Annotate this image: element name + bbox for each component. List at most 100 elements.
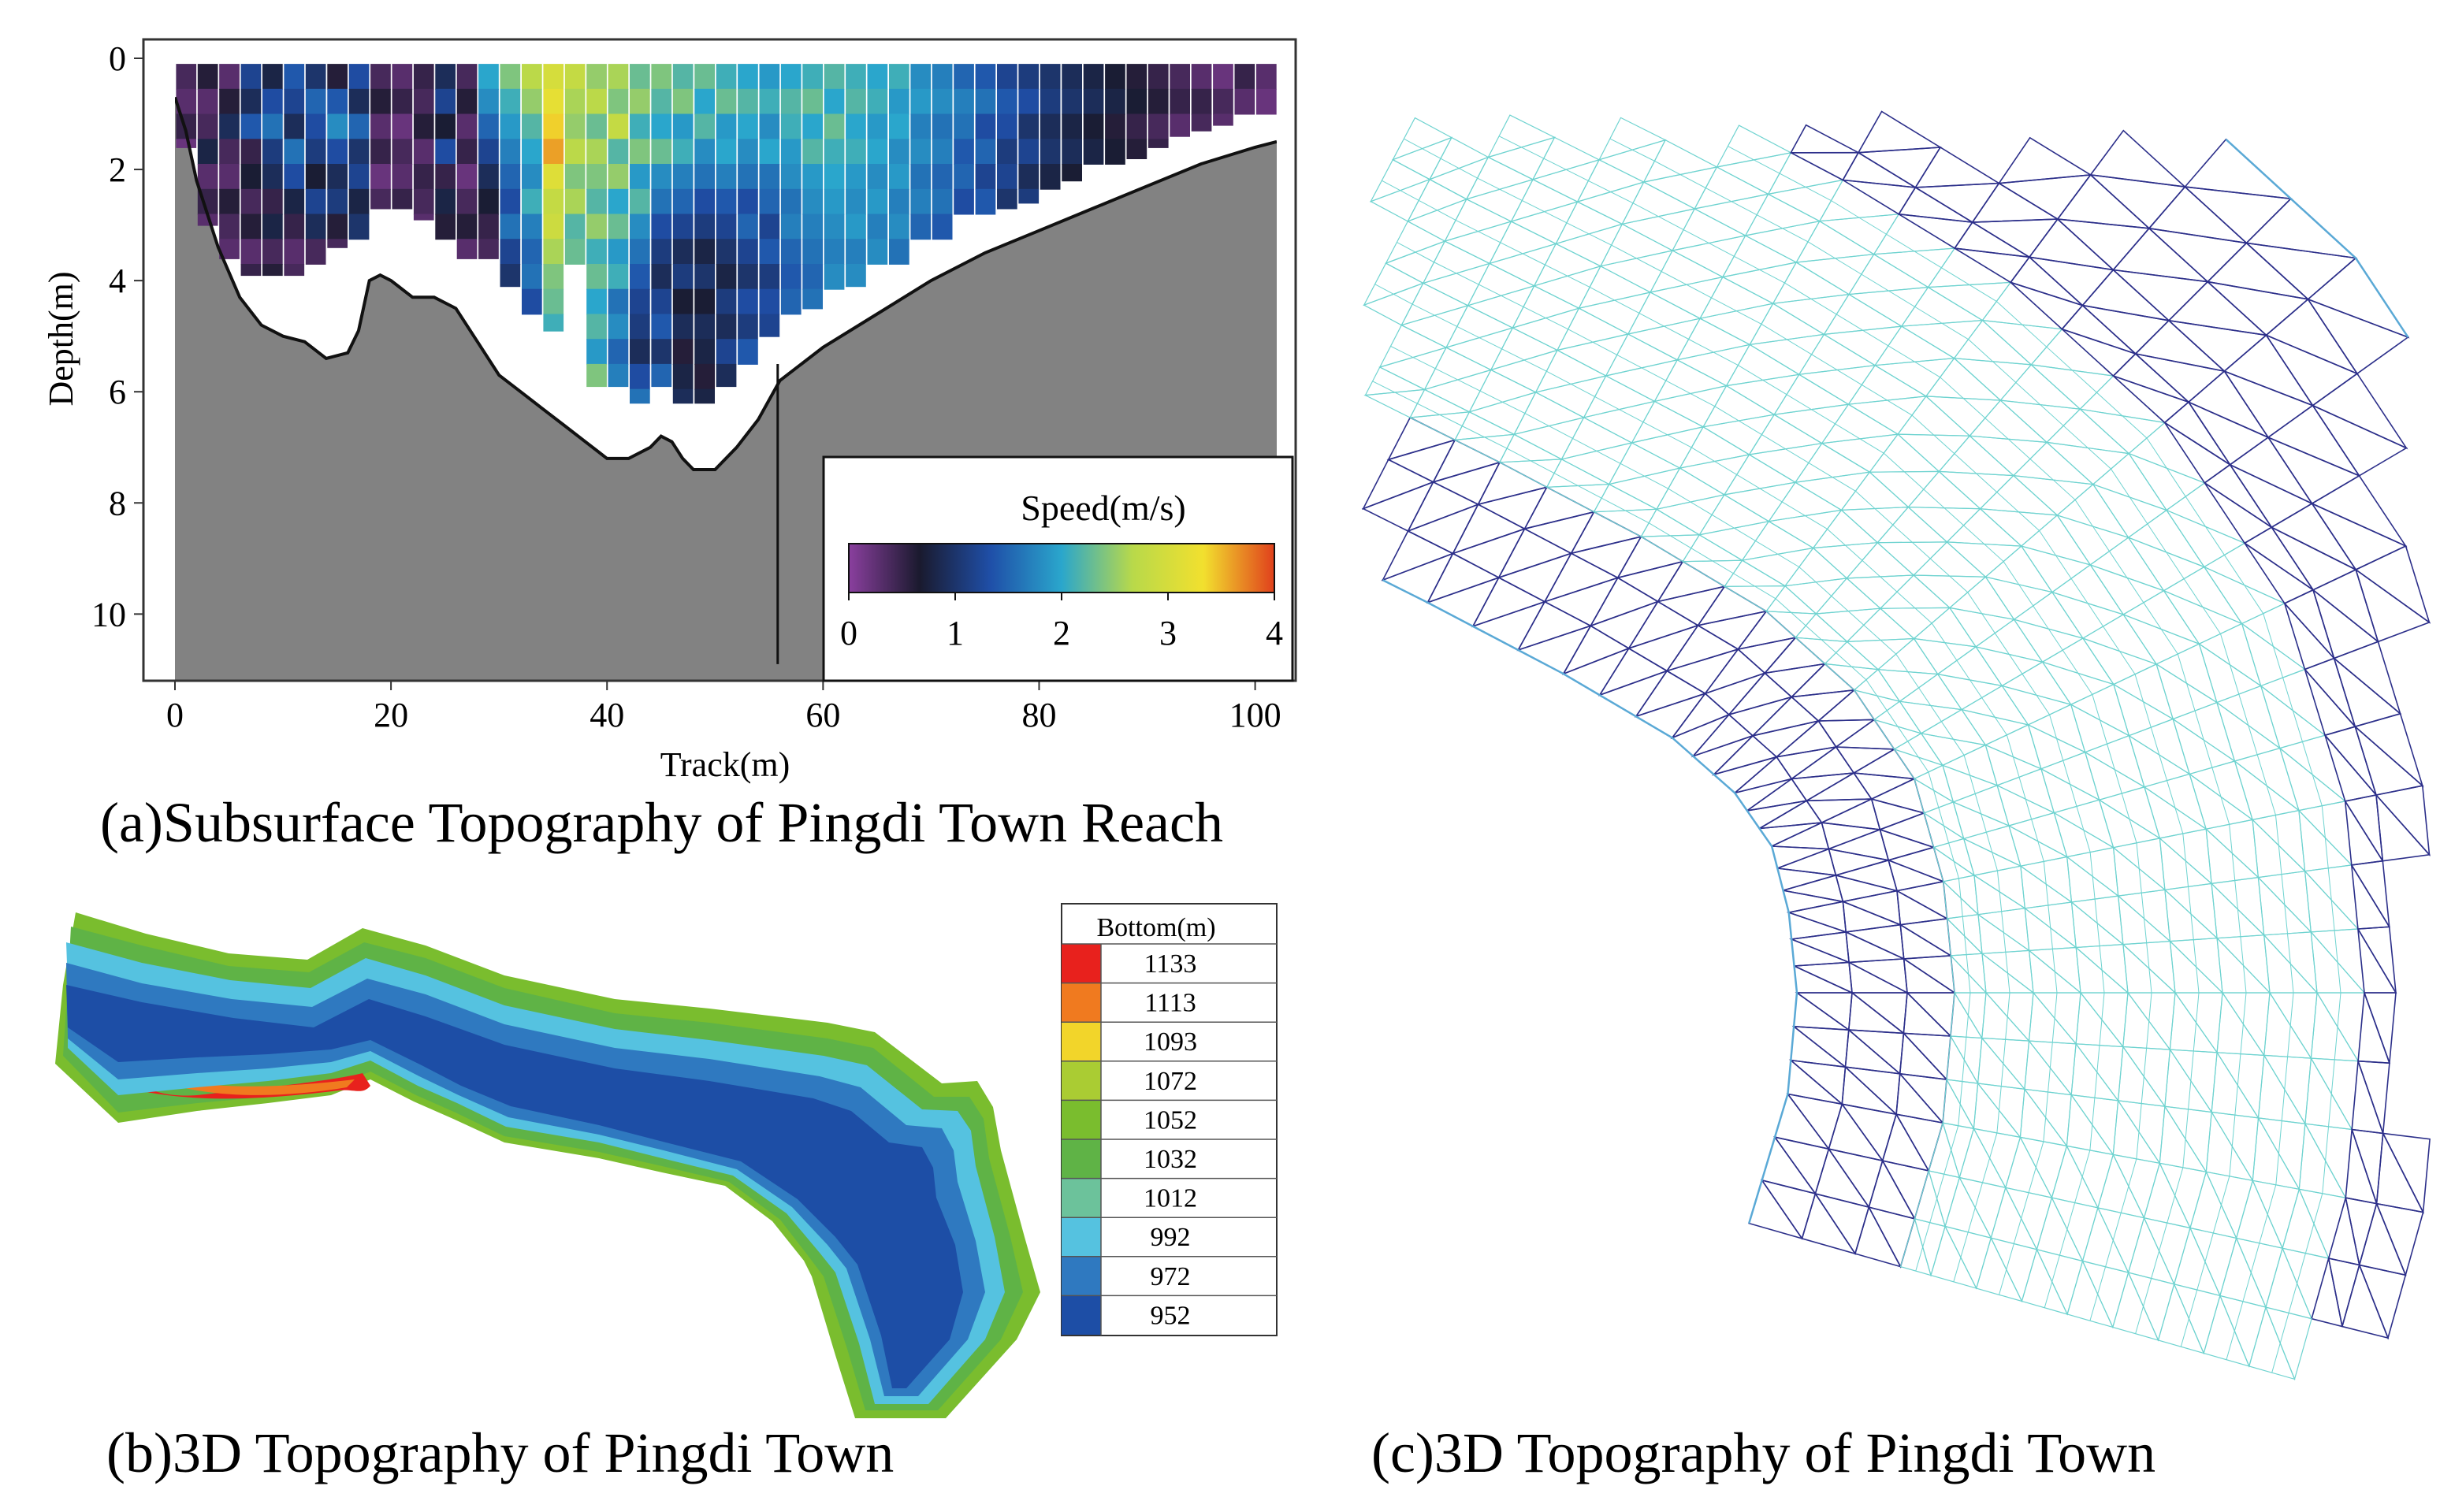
mesh-element	[2310, 474, 2408, 548]
mesh-element	[1426, 576, 1501, 627]
mesh-element	[1952, 801, 2010, 840]
speed-cell	[846, 64, 866, 90]
speed-cell	[1062, 64, 1082, 90]
mesh-element	[2112, 1271, 2159, 1341]
speed-cell	[456, 88, 478, 115]
mesh-refinement-line	[2281, 1057, 2289, 1121]
mesh-refinement-line	[2234, 880, 2241, 937]
speed-cell	[305, 88, 326, 115]
mesh-element	[1895, 880, 1948, 920]
mesh-refinement-line	[2076, 806, 2091, 853]
mesh-element	[1941, 744, 1999, 786]
legend-title: Bottom(m)	[1096, 913, 1215, 942]
mesh-element	[2203, 542, 2286, 605]
speed-cell	[608, 113, 629, 140]
speed-cell	[197, 64, 218, 90]
speed-cell	[608, 363, 629, 388]
mesh-element	[2215, 701, 2282, 762]
mesh-element	[2075, 991, 2125, 1048]
speed-cell	[240, 214, 262, 240]
mesh-refinement-line	[1929, 1174, 1945, 1223]
mesh-refinement-line	[1611, 244, 1662, 272]
speed-cell	[478, 64, 499, 90]
mesh-element	[1444, 198, 1513, 243]
deep-channel-zone	[66, 985, 963, 1388]
legend-swatch	[1062, 1061, 1101, 1101]
mesh-element	[1467, 262, 1536, 306]
mesh-element	[1820, 433, 1899, 473]
x-tick-label: 100	[1229, 696, 1281, 734]
mesh-element	[2080, 304, 2170, 355]
mesh-element	[1962, 838, 2022, 876]
mesh-element	[2127, 452, 2206, 511]
mesh-element	[1950, 991, 1983, 1039]
mesh-element	[1845, 574, 1915, 610]
speed-cell	[240, 113, 262, 140]
mesh-element	[1927, 247, 2013, 288]
mesh-element	[1897, 186, 1973, 223]
speed-cell	[780, 239, 802, 265]
speed-cell	[672, 164, 694, 190]
speed-cell	[1040, 64, 1061, 90]
mesh-refinement-line	[1943, 1125, 1959, 1175]
mesh-element	[2267, 404, 2361, 477]
mesh-refinement-line	[1956, 659, 1983, 698]
mesh-refinement-line	[2005, 952, 2010, 994]
speed-cell	[672, 288, 694, 315]
speed-cell	[975, 88, 996, 115]
mesh-refinement-line	[1954, 453, 1998, 493]
mesh-element	[1465, 156, 1534, 200]
speed-cell	[846, 139, 866, 165]
mesh-refinement-line	[2096, 392, 2148, 439]
speed-cell	[1147, 64, 1169, 90]
mesh-element	[1759, 800, 1823, 830]
speed-cell	[651, 264, 672, 290]
mesh-refinement-line	[2135, 1278, 2152, 1334]
speed-cell	[759, 264, 780, 290]
mesh-refinement-line	[2321, 805, 2329, 868]
speed-cell	[478, 139, 499, 165]
mesh-element	[2375, 793, 2431, 862]
mesh-element	[2112, 663, 2174, 720]
mesh-refinement-line	[2286, 933, 2294, 994]
legend-swatch	[1062, 1295, 1101, 1335]
mesh-element	[2351, 1061, 2384, 1135]
speed-cell	[694, 164, 715, 190]
mesh-refinement-line	[2287, 992, 2294, 1057]
legend-label: 992	[1151, 1223, 1191, 1252]
speed-cell	[176, 64, 197, 90]
mesh-element	[2356, 1060, 2390, 1134]
mesh-element	[1773, 1092, 1831, 1150]
speed-cell	[1105, 88, 1125, 115]
speed-cell	[586, 139, 607, 165]
mesh-element	[1876, 669, 1940, 703]
mesh-element	[1583, 375, 1657, 418]
speed-cell	[586, 64, 607, 90]
mesh-refinement-line	[1915, 1222, 1931, 1272]
speed-cell	[500, 239, 521, 265]
mesh-refinement-line	[2188, 1050, 2194, 1109]
mesh-refinement-line	[1886, 233, 1942, 269]
speed-cell	[1018, 88, 1040, 115]
speed-cell	[738, 164, 758, 190]
mesh-element	[1969, 399, 2048, 444]
mesh-element	[2028, 991, 2077, 1045]
speed-cell	[305, 164, 326, 190]
speed-cell	[651, 214, 672, 240]
legend-swatch	[1062, 944, 1101, 983]
speed-cell	[586, 239, 607, 265]
mesh-refinement-line	[2224, 555, 2264, 614]
mesh-element	[2164, 1048, 2213, 1113]
speed-cell	[284, 188, 305, 215]
mesh-refinement-line	[1524, 413, 1573, 439]
speed-cell	[608, 239, 629, 265]
legend-swatch	[1062, 1217, 1101, 1257]
mesh-refinement-line	[1711, 514, 1756, 541]
mesh-refinement-line	[2182, 1109, 2189, 1168]
mesh-element	[1999, 364, 2082, 410]
mesh-refinement-line	[1888, 345, 1941, 378]
speed-cell	[672, 139, 694, 165]
speed-cell	[630, 363, 650, 390]
